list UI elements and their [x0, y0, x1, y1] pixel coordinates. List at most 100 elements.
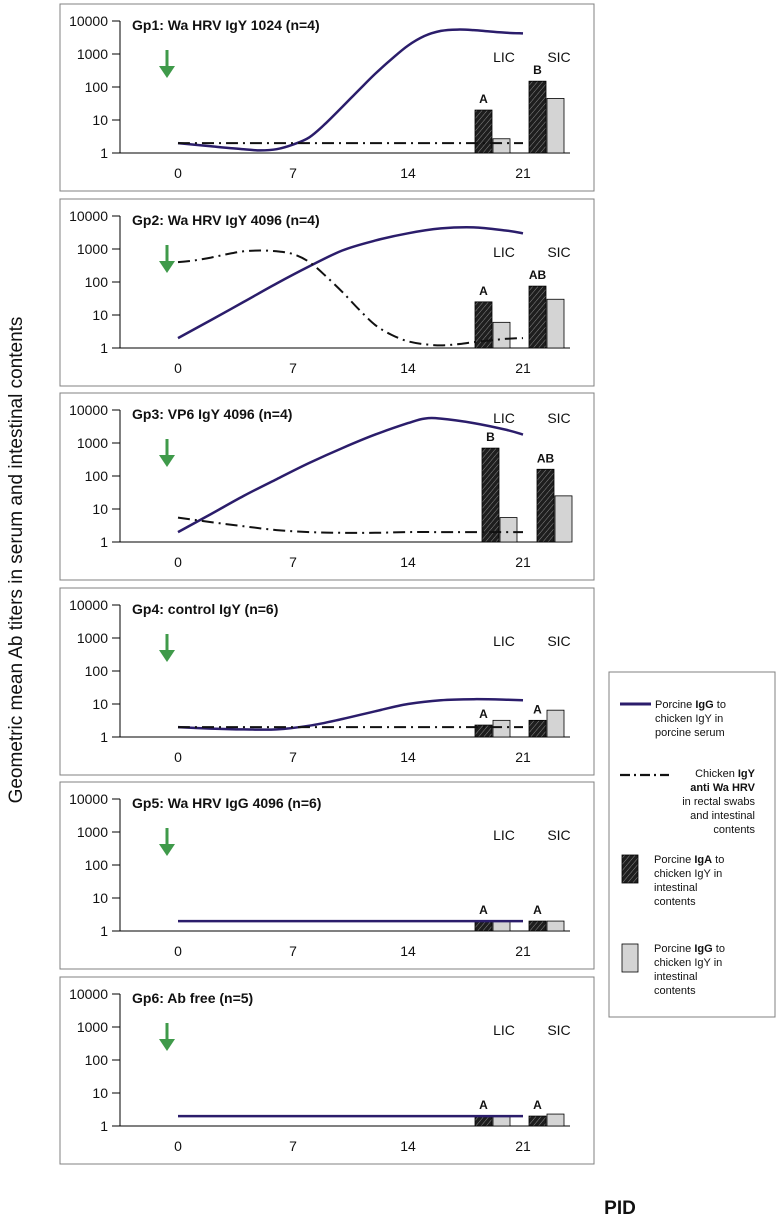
arrow-down-icon	[159, 50, 175, 78]
legend-igg-int-line3: intestinal	[654, 971, 697, 983]
bar-group-label-sic: SIC	[547, 633, 570, 649]
x-tick-label: 7	[289, 749, 297, 765]
x-tick-label: 14	[400, 554, 416, 570]
y-tick-label: 1000	[77, 241, 108, 257]
bar-igg-lic	[492, 920, 511, 932]
panel-frame	[59, 3, 595, 192]
x-tick-label: 7	[289, 943, 297, 959]
bar-letter-lic: A	[479, 707, 488, 721]
legend-iga-line2: chicken IgY in	[654, 868, 722, 880]
bar-iga-lic	[474, 1115, 493, 1127]
line-igg-serum	[177, 697, 524, 731]
line-igg-serum	[177, 416, 524, 534]
bar-group-label-sic: SIC	[547, 410, 570, 426]
line-igy-anti-wa	[177, 516, 523, 534]
panel-title: Gp1: Wa HRV IgY 1024 (n=4)	[132, 17, 320, 33]
bar-iga-lic	[474, 920, 493, 932]
legend-iga-line3: intestinal	[654, 882, 697, 894]
legend-igg-int-line4: contents	[654, 985, 696, 997]
bar-iga-lic	[474, 724, 493, 738]
x-tick-label: 7	[289, 360, 297, 376]
y-tick-label: 1000	[77, 1019, 108, 1035]
bar-igg-sic	[554, 495, 573, 543]
panel-gp1: 1 10 100 1000 10000 0 7 14 21 Gp1: Wa HRV IgY 102…	[59, 3, 595, 192]
bar-letter-sic: A	[533, 1098, 542, 1112]
bar-letter-sic: B	[533, 63, 542, 77]
bar-letter-sic: A	[533, 702, 542, 716]
x-tick-label: 21	[515, 554, 531, 570]
panel-title: Gp6: Ab free (n=5)	[132, 990, 253, 1006]
panel-gp3: 1 10 100 1000 10000 0 7 14 21 Gp3: VP6 IgY 4096 (…	[59, 392, 595, 581]
y-tick-label: 10	[92, 112, 108, 128]
bar-iga-lic	[474, 109, 493, 154]
y-tick-label: 10	[92, 307, 108, 323]
bar-group-label-sic: SIC	[547, 827, 570, 843]
legend-iga-line4: contents	[654, 896, 696, 908]
legend-igg-int-line2: chicken IgY in	[654, 957, 722, 969]
bar-group-label-sic: SIC	[547, 1022, 570, 1038]
arrow-down-icon	[159, 439, 175, 467]
x-tick-label: 0	[174, 554, 182, 570]
x-tick-label: 7	[289, 554, 297, 570]
legend-igg-serum-line1: Porcine IgG to	[655, 699, 726, 711]
x-tick-label: 14	[400, 943, 416, 959]
x-tick-label: 21	[515, 749, 531, 765]
line-igg-serum	[177, 28, 524, 152]
legend: Porcine IgG to chicken IgY in porcine se…	[608, 671, 776, 1018]
x-axis-label: PID	[604, 1198, 636, 1219]
bar-letter-sic: AB	[537, 451, 555, 465]
bar-igg-lic	[492, 138, 511, 154]
x-tick-label: 7	[289, 1138, 297, 1154]
y-tick-label: 10000	[69, 791, 108, 807]
x-tick-label: 14	[400, 360, 416, 376]
panel-title: Gp5: Wa HRV IgG 4096 (n=6)	[132, 795, 321, 811]
y-tick-label: 100	[85, 274, 109, 290]
bar-letter-sic: A	[533, 903, 542, 917]
x-tick-label: 21	[515, 943, 531, 959]
bar-iga-sic	[528, 920, 547, 932]
y-tick-label: 10000	[69, 402, 108, 418]
bar-iga-sic	[528, 719, 547, 738]
panel-frame	[59, 976, 595, 1165]
x-tick-label: 0	[174, 943, 182, 959]
panel-frame	[59, 781, 595, 970]
bar-letter-lic: B	[486, 430, 495, 444]
bar-iga-lic	[474, 301, 493, 349]
y-tick-label: 10000	[69, 208, 108, 224]
bar-igg-sic	[546, 1113, 565, 1127]
bar-igg-sic	[546, 709, 565, 738]
panel-title: Gp2: Wa HRV IgY 4096 (n=4)	[132, 212, 320, 228]
x-tick-label: 14	[400, 749, 416, 765]
bar-iga-sic	[536, 468, 555, 543]
panel-gp4: 1 10 100 1000 10000 0 7 14 21 Gp4: control IgY (n…	[59, 587, 595, 776]
arrow-down-icon	[159, 1023, 175, 1051]
y-tick-label: 1000	[77, 824, 108, 840]
legend-igg-int-line1: Porcine IgG to	[654, 943, 725, 955]
y-tick-label: 1	[100, 729, 108, 745]
bar-group-label-lic: LIC	[493, 49, 515, 65]
panel-gp2: 1 10 100 1000 10000 0 7 14 21 Gp2: Wa HRV IgY 409…	[59, 198, 595, 387]
y-tick-label: 10000	[69, 13, 108, 29]
panel-gp5: 1 10 100 1000 10000 0 7 14 21 Gp5: Wa HRV IgG 409…	[59, 781, 595, 970]
panel-gp6: 1 10 100 1000 10000 0 7 14 21 Gp6: Ab free (n=5) L…	[59, 976, 595, 1165]
panel-frame	[59, 587, 595, 776]
x-tick-label: 21	[515, 1138, 531, 1154]
x-tick-label: 0	[174, 749, 182, 765]
y-tick-label: 100	[85, 1052, 109, 1068]
bar-iga-lic	[481, 447, 500, 543]
y-tick-label: 10	[92, 1085, 108, 1101]
bar-group-label-lic: LIC	[493, 827, 515, 843]
y-tick-label: 10000	[69, 597, 108, 613]
y-tick-label: 1	[100, 1118, 108, 1134]
legend-igy-line4: and intestinal	[690, 810, 755, 822]
y-tick-label: 1000	[77, 46, 108, 62]
bar-group-label-sic: SIC	[547, 49, 570, 65]
y-tick-label: 100	[85, 79, 109, 95]
legend-igg-serum-line2: chicken IgY in	[655, 713, 723, 725]
bar-letter-lic: A	[479, 92, 488, 106]
bar-group-label-sic: SIC	[547, 244, 570, 260]
y-tick-label: 10	[92, 696, 108, 712]
bar-letter-sic: AB	[529, 268, 547, 282]
y-tick-label: 100	[85, 857, 109, 873]
